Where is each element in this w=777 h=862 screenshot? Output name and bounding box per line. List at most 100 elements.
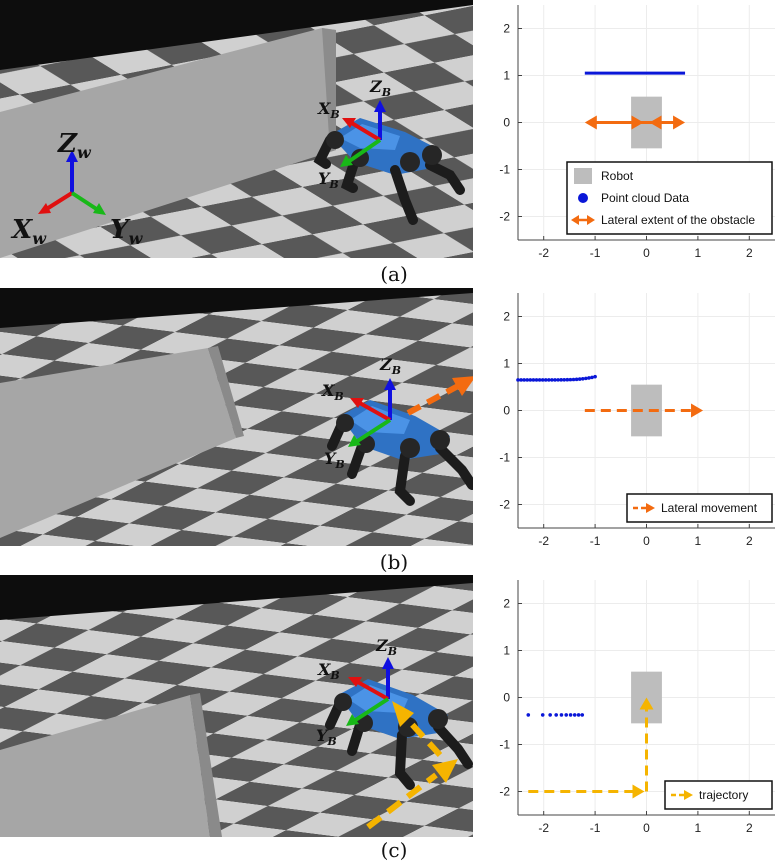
point-cloud-point <box>547 378 551 382</box>
legend-lateral-extent-swatch <box>587 215 595 225</box>
trajectory-arrowhead <box>639 697 654 710</box>
point-cloud-point <box>568 377 573 382</box>
lateral-extent-arrowhead <box>649 115 662 130</box>
x-tick-label: 2 <box>746 246 753 260</box>
x-tick-label: -1 <box>590 534 601 548</box>
body-frame-axes <box>348 378 396 447</box>
point-cloud-point <box>584 376 588 381</box>
point-cloud-point <box>559 378 563 382</box>
point-cloud-point <box>580 713 585 717</box>
x-tick-label: 0 <box>643 821 650 835</box>
legend-label: trajectory <box>699 788 748 802</box>
point-cloud-point <box>540 713 545 717</box>
body-y-label: YB <box>318 169 339 191</box>
point-cloud-point <box>534 378 539 382</box>
y-tick-label: 2 <box>503 22 510 36</box>
lateral-extent-arrowhead <box>673 115 686 130</box>
trajectory-arrowhead <box>632 784 645 799</box>
quadruped-robot <box>325 679 473 790</box>
trajectory-arrow-3d <box>366 701 458 830</box>
point-cloud-point <box>531 378 536 382</box>
body-x-label: XB <box>317 660 340 682</box>
point-cloud-point <box>526 713 531 717</box>
point-cloud-point <box>587 376 591 380</box>
y-tick-label: -2 <box>499 785 510 799</box>
x-tick-label: -1 <box>590 821 601 835</box>
sim-scene-b: ZB XB YB <box>0 288 473 546</box>
y-tick-label: -2 <box>499 210 510 224</box>
point-cloud-point <box>576 713 581 717</box>
legend-lateral-extent-swatch <box>571 215 579 225</box>
y-tick-label: 2 <box>503 310 510 324</box>
quadruped-robot <box>313 118 465 225</box>
plot-b-svg: -2 -1 0 1 2 -2 -1 0 1 2 Lateral movement <box>499 293 775 548</box>
lateral-movement-arrow-3d <box>406 376 473 416</box>
legend-arrow-swatch <box>646 503 655 513</box>
point-cloud-point <box>577 377 582 381</box>
body-frame-axes <box>340 100 386 167</box>
x-tick-label: -2 <box>538 821 549 835</box>
legend-robot-swatch <box>574 168 592 184</box>
y-tick-label: -1 <box>499 738 510 752</box>
x-tick-label: 0 <box>643 246 650 260</box>
point-cloud-point <box>572 713 577 717</box>
obstacle-wall <box>0 346 244 538</box>
plot-c: -2 -1 0 1 2 -2 -1 0 1 2 trajectory <box>478 575 777 845</box>
point-cloud-point <box>571 377 576 382</box>
sim-scene-c: ZB XB YB <box>0 575 473 837</box>
point-cloud-point <box>593 374 597 379</box>
sim-scene-a: Zw Xw Yw ZB XB YB <box>0 0 473 258</box>
point-cloud-point <box>548 713 552 717</box>
plot-b: -2 -1 0 1 2 -2 -1 0 1 2 Lateral movement <box>478 288 777 558</box>
point-cloud-point <box>519 378 523 382</box>
panel-caption-c: (c) <box>380 838 408 862</box>
point-cloud-point <box>580 376 585 381</box>
world-z-label: Zw <box>57 129 92 162</box>
legend-label: Lateral extent of the obstacle <box>601 213 755 227</box>
legend-label: Robot <box>601 169 634 183</box>
y-tick-label: -2 <box>499 498 510 512</box>
point-cloud-point <box>537 378 542 382</box>
lateral-extent-arrowhead <box>584 115 597 130</box>
body-frame-axes <box>346 657 394 726</box>
world-y-label: Yw <box>110 215 144 248</box>
y-tick-label: 1 <box>503 69 510 83</box>
point-cloud-point <box>562 377 567 382</box>
legend-box <box>566 161 773 235</box>
body-z-label: ZB <box>375 636 397 658</box>
y-tick-label: 1 <box>503 644 510 658</box>
y-tick-label: 0 <box>503 116 510 130</box>
body-y-label: YB <box>324 449 345 471</box>
point-cloud-point <box>525 378 530 382</box>
plot-a: -2 -1 0 1 2 -2 -1 0 1 2 Robot Point cloud Data Later… <box>478 0 777 270</box>
point-cloud-point <box>568 713 573 717</box>
y-tick-label: 1 <box>503 357 510 371</box>
world-frame-axes <box>38 150 106 215</box>
y-tick-label: -1 <box>499 163 510 177</box>
point-cloud-point <box>554 713 558 717</box>
point-cloud-point <box>522 378 526 382</box>
point-cloud-point <box>553 378 557 382</box>
legend-arrow-swatch <box>684 790 693 800</box>
x-tick-label: -2 <box>538 534 549 548</box>
panel-caption-a: (a) <box>380 262 408 286</box>
legend-point-cloud-swatch <box>578 193 588 203</box>
body-z-label: ZB <box>369 77 391 99</box>
body-z-label: ZB <box>379 355 401 377</box>
point-cloud-point <box>516 378 520 382</box>
body-x-label: XB <box>317 99 340 121</box>
body-x-label: XB <box>321 381 344 403</box>
x-tick-label: 2 <box>746 821 753 835</box>
x-tick-label: 0 <box>643 534 650 548</box>
y-tick-label: 2 <box>503 597 510 611</box>
y-tick-label: -1 <box>499 451 510 465</box>
point-cloud-point <box>528 378 533 382</box>
y-tick-label: 0 <box>503 404 510 418</box>
point-cloud-point <box>574 377 579 382</box>
point-cloud-point <box>540 378 545 382</box>
lateral-movement-arrowhead <box>691 403 704 418</box>
obstacle-wall <box>0 693 222 837</box>
x-tick-label: 1 <box>695 821 702 835</box>
point-cloud-point <box>565 377 570 382</box>
point-cloud-point <box>564 713 569 717</box>
